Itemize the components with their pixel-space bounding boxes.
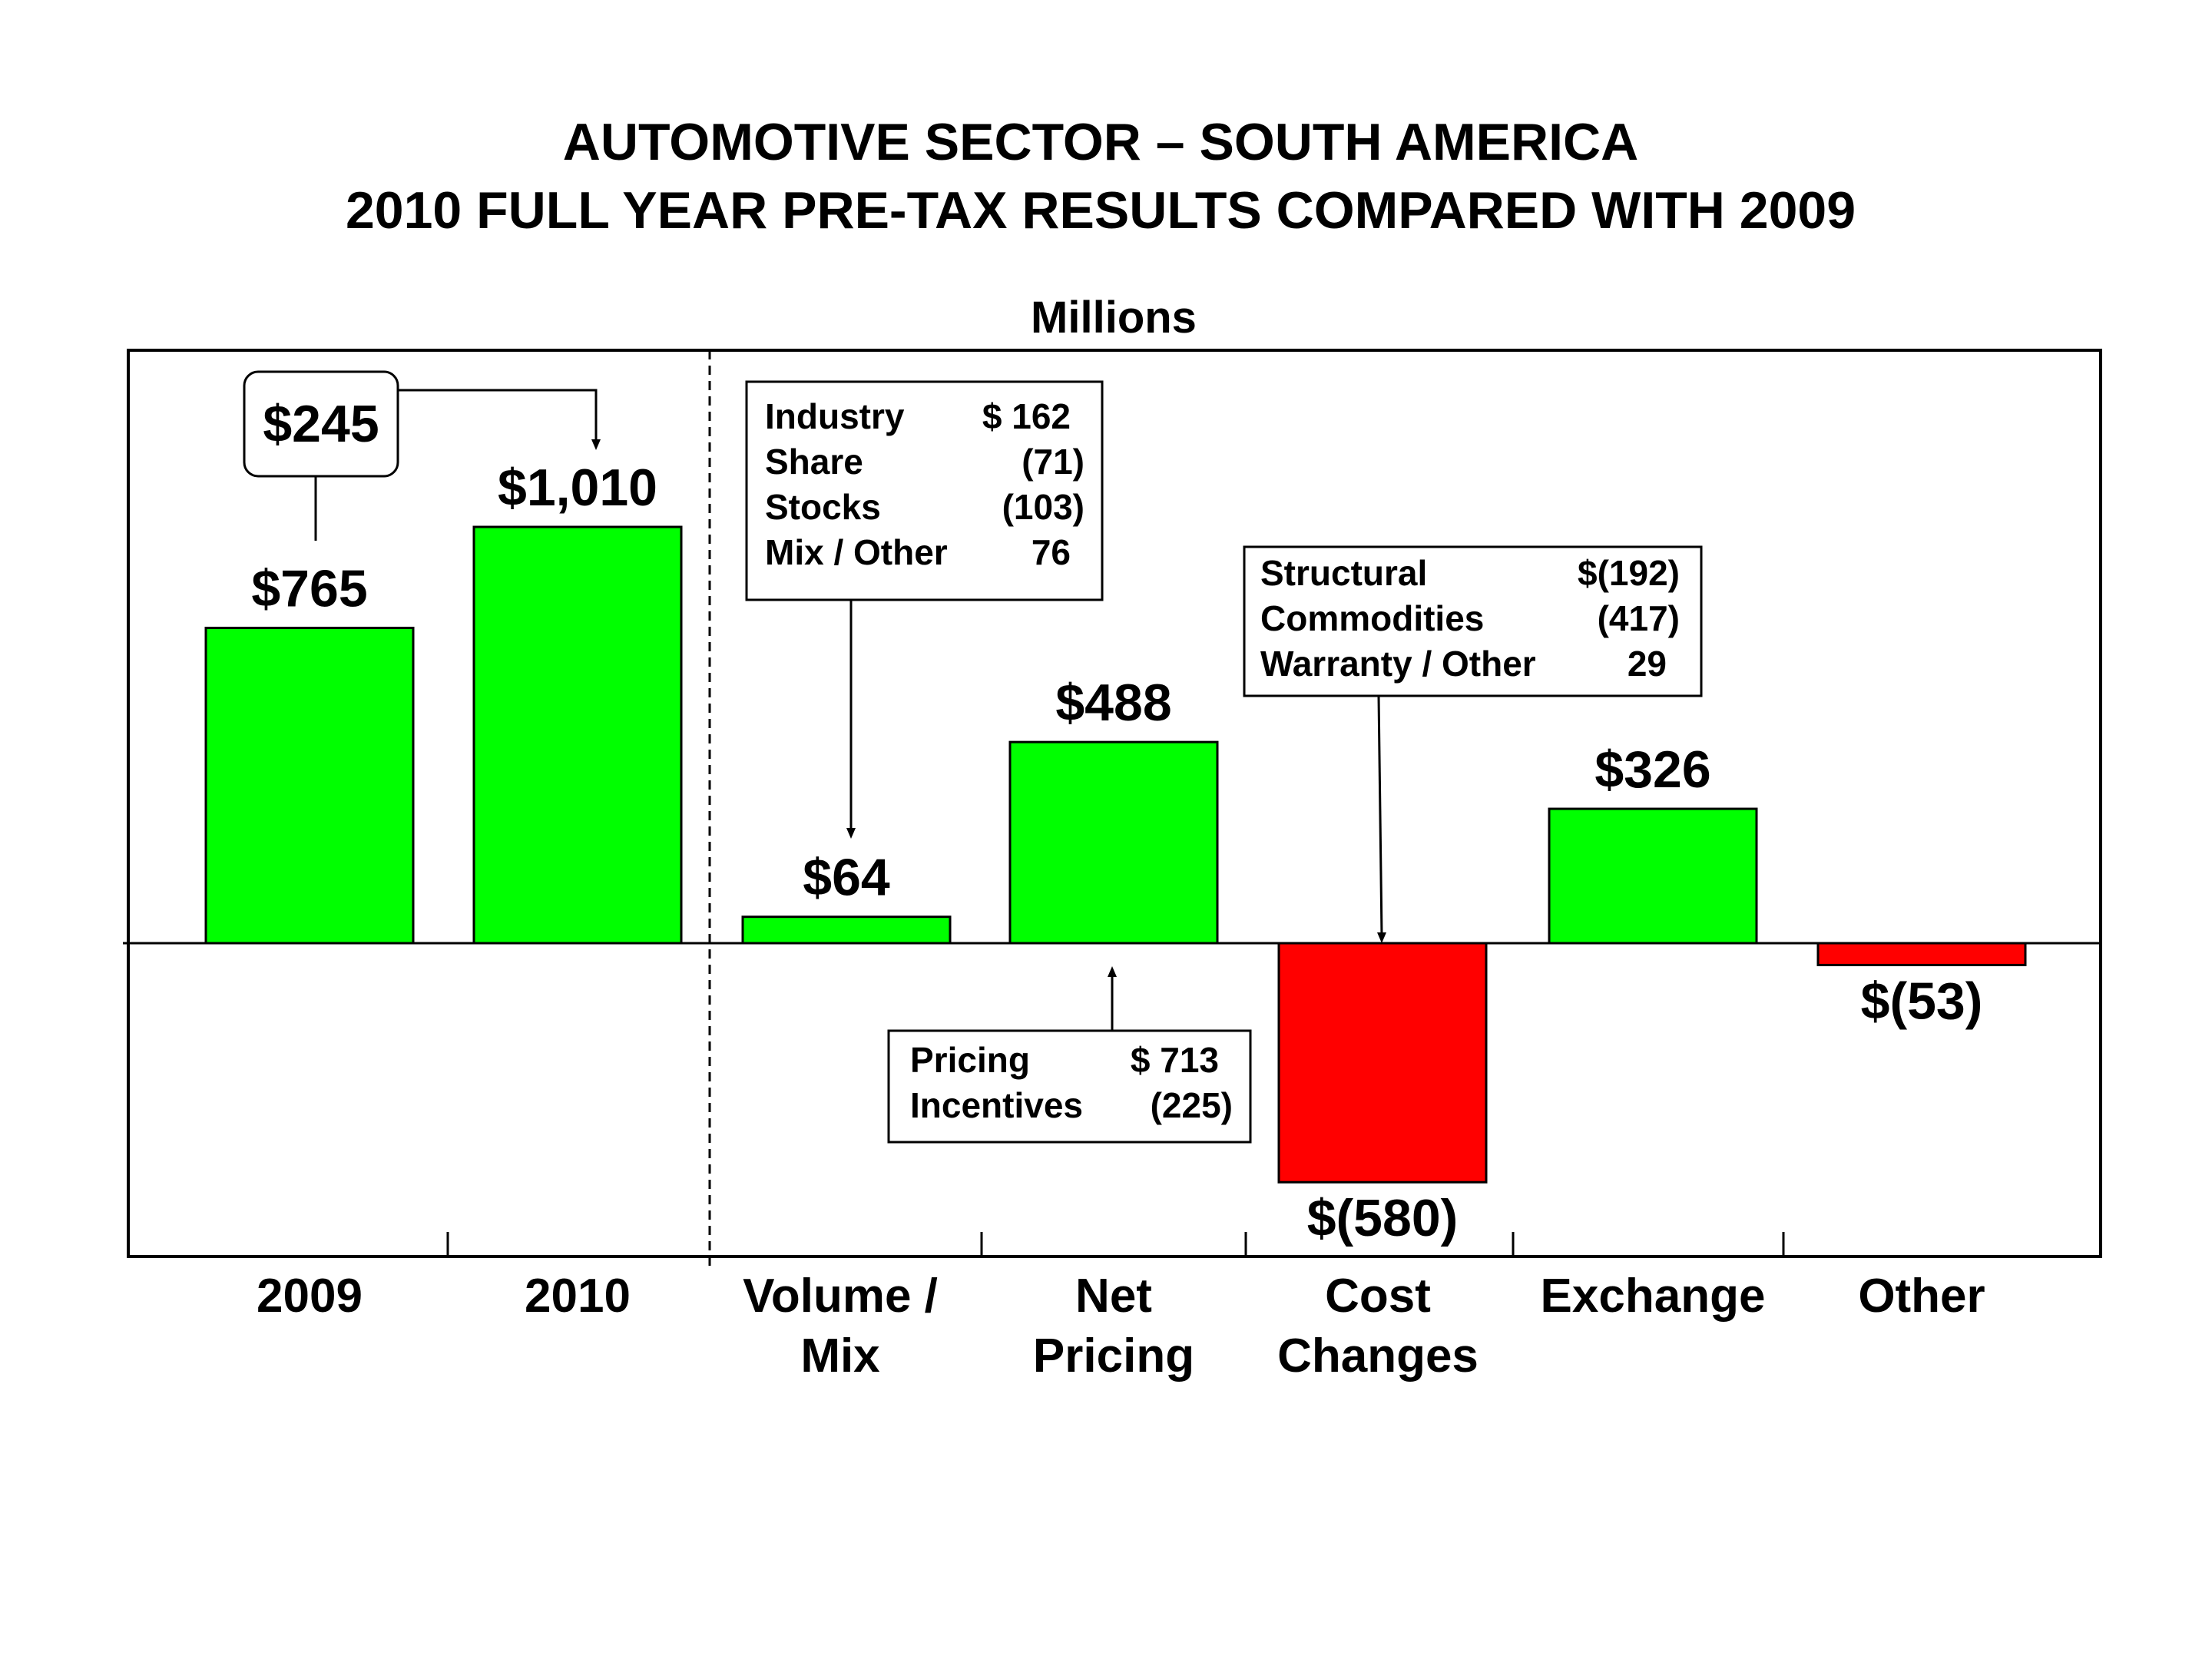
category-label: Exchange bbox=[1541, 1270, 1766, 1323]
breakdown-value: (225) bbox=[1151, 1085, 1233, 1125]
breakdown-label: Commodities bbox=[1260, 598, 1484, 638]
category-label: 2010 bbox=[525, 1270, 631, 1323]
bar bbox=[472, 525, 683, 945]
breakdown-value: 76 bbox=[1031, 532, 1071, 572]
arrowhead-icon bbox=[846, 828, 856, 839]
category-label: Changes bbox=[1277, 1330, 1479, 1382]
breakdown-label: Stocks bbox=[765, 487, 881, 527]
bar bbox=[204, 627, 415, 945]
breakdown-label: Pricing bbox=[910, 1040, 1030, 1080]
breakdown-value: (103) bbox=[1002, 487, 1084, 527]
net-pricing-breakdown: Pricing $ 713 Incentives (225) bbox=[887, 966, 1252, 1144]
value-label: $(580) bbox=[1307, 1189, 1459, 1247]
value-label: $(53) bbox=[1861, 972, 1983, 1030]
breakdown-label: Structural bbox=[1260, 553, 1427, 593]
category-label: Volume / bbox=[743, 1270, 938, 1323]
category-label: Pricing bbox=[1033, 1330, 1194, 1382]
breakdown-value: $ 162 bbox=[982, 396, 1071, 436]
bar bbox=[1277, 942, 1488, 1184]
change-callout-arrow bbox=[398, 389, 598, 445]
breakdown-label: Incentives bbox=[910, 1085, 1083, 1125]
category-label: Cost bbox=[1325, 1270, 1431, 1323]
category-label: 2009 bbox=[257, 1270, 363, 1323]
units-label: Millions bbox=[1031, 293, 1197, 343]
category-label: Mix bbox=[800, 1330, 880, 1382]
change-callout: $245 bbox=[243, 370, 601, 541]
breakdown-value: 29 bbox=[1628, 644, 1667, 684]
bar bbox=[1816, 942, 2027, 966]
chart-title-line1: AUTOMOTIVE SECTOR – SOUTH AMERICA bbox=[563, 113, 1638, 171]
volume-mix-breakdown: Industry $ 162 Share (71) Stocks (103) M… bbox=[745, 380, 1104, 839]
breakdown-value: $(192) bbox=[1578, 553, 1680, 593]
breakdown-label: Warranty / Other bbox=[1260, 644, 1536, 684]
breakdown-leader bbox=[1377, 695, 1383, 936]
category-label: Net bbox=[1075, 1270, 1152, 1323]
bar bbox=[741, 916, 952, 945]
breakdown-box bbox=[1243, 545, 1703, 697]
arrowhead-icon bbox=[1108, 966, 1117, 977]
bar bbox=[1008, 740, 1219, 945]
value-label: $488 bbox=[1055, 674, 1171, 732]
plot-frame bbox=[127, 349, 2102, 1258]
breakdown-label: Share bbox=[765, 442, 863, 482]
breakdown-value: (417) bbox=[1598, 598, 1680, 638]
category-labels-group: 2009 2010 Volume / Mix Net Pricing Cost Changes… bbox=[257, 1270, 1985, 1382]
breakdown-value: $ 713 bbox=[1131, 1040, 1219, 1080]
breakdown-label: Industry bbox=[765, 396, 905, 436]
change-callout-value: $245 bbox=[263, 395, 379, 453]
category-ticks bbox=[446, 1232, 1785, 1257]
breakdown-box bbox=[745, 380, 1104, 601]
category-label: Other bbox=[1858, 1270, 1985, 1323]
breakdown-value: (71) bbox=[1022, 442, 1084, 482]
breakdown-label: Mix / Other bbox=[765, 532, 948, 572]
arrowhead-icon bbox=[1377, 932, 1386, 943]
change-callout-box bbox=[243, 370, 399, 478]
value-label: $765 bbox=[251, 560, 367, 618]
value-label: $326 bbox=[1594, 740, 1710, 799]
bars-group bbox=[204, 525, 2027, 1184]
arrowhead-icon bbox=[591, 439, 601, 450]
value-labels-group: $765 $1,010 $64 $488 $(580) $326 $(53) bbox=[251, 459, 1982, 1247]
chart-title-line2: 2010 FULL YEAR PRE-TAX RESULTS COMPARED … bbox=[346, 181, 1856, 240]
value-label: $1,010 bbox=[498, 459, 657, 517]
bar bbox=[1548, 807, 1758, 945]
value-label: $64 bbox=[803, 849, 890, 907]
breakdown-box bbox=[887, 1029, 1252, 1144]
cost-changes-breakdown: Structural $(192) Commodities (417) Warr… bbox=[1243, 545, 1703, 943]
